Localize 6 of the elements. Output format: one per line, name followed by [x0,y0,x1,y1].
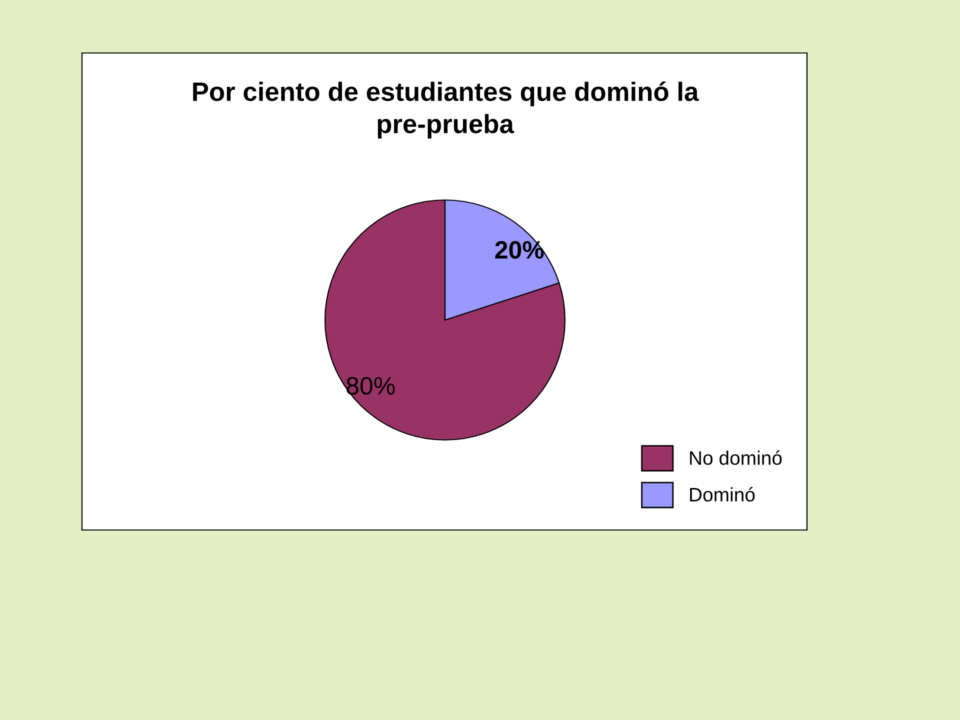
chart-title: Por ciento de estudiantes que dominó la pre-prueba [193,81,699,139]
legend-label: No dominó [690,450,782,465]
data-label: 80% [346,376,395,395]
pie-slice [324,199,566,441]
legend-label: Dominó [690,487,755,502]
data-label: 20% [495,241,544,259]
